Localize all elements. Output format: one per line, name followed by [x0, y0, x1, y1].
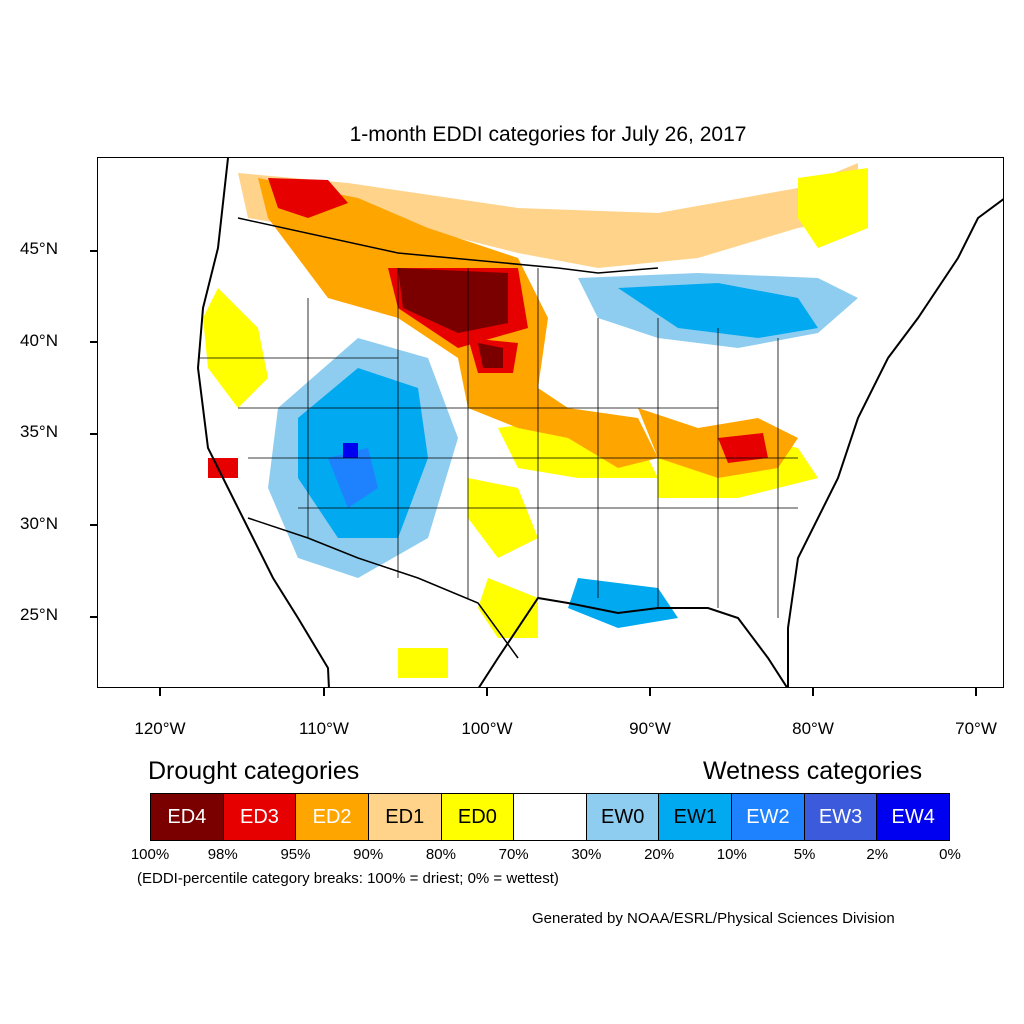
ew1-region-great-lakes: [618, 283, 818, 338]
ed3-region-montana: [268, 178, 348, 218]
lon-label: 100°W: [461, 719, 513, 738]
lon-tick: [812, 688, 814, 696]
state-borders: [198, 268, 798, 618]
legend-box-ed2: ED2: [296, 794, 369, 840]
ed0-region-pacific: [203, 288, 268, 408]
ed0-region-texas: [468, 478, 538, 558]
ed0-region-mexico: [398, 648, 448, 678]
lat-label: 35°N: [20, 422, 58, 441]
legend-box-ew0: EW0: [586, 794, 660, 840]
lon-tick: [486, 688, 488, 696]
ew3-region-southwest: [343, 443, 358, 458]
lon-label: 120°W: [134, 719, 186, 738]
percentile-label: 0%: [939, 846, 961, 863]
drought-heading: Drought categories: [148, 757, 360, 785]
lat-label: 25°N: [20, 605, 58, 624]
lat-tick: [90, 616, 98, 618]
legend-box-ew3: EW3: [804, 794, 878, 840]
percentile-label: 5%: [793, 846, 816, 863]
lon-label: 80°W: [792, 719, 834, 738]
percentile-label: 90%: [353, 846, 384, 863]
legend-box-ed3: ED3: [223, 794, 297, 840]
legend-box-ew4: EW4: [877, 794, 950, 840]
lat-tick: [90, 250, 98, 252]
lon-label: 110°W: [299, 719, 349, 738]
border-us-canada: [237, 217, 659, 274]
ed0-region-northeast: [798, 168, 868, 248]
legend-box-ed0: ED0: [441, 794, 515, 840]
legend-note: (EDDI-percentile category breaks: 100% =…: [137, 870, 559, 887]
lat-tick: [90, 433, 98, 435]
wetness-heading: Wetness categories: [703, 757, 923, 785]
percentile-label: 100%: [130, 846, 170, 863]
eddi-map: [97, 157, 1004, 688]
percentile-label: 2%: [866, 846, 889, 863]
lon-tick: [649, 688, 651, 696]
lat-tick: [90, 341, 98, 343]
lon-label: 90°W: [629, 719, 671, 738]
lon-tick: [159, 688, 161, 696]
ed3-region-appalachia: [718, 433, 768, 463]
border-us-mexico: [247, 517, 519, 659]
legend-box-ed4: ED4: [151, 794, 224, 840]
map-title: 1-month EDDI categories for July 26, 201…: [349, 123, 747, 146]
legend-box-ew2: EW2: [732, 794, 805, 840]
lat-label: 30°N: [20, 514, 58, 533]
lon-label: 70°W: [955, 719, 997, 738]
ed1-region-north: [238, 163, 858, 268]
percentile-label: 98%: [207, 846, 238, 863]
ew2-region-southwest: [328, 448, 378, 508]
credit-text: Generated by NOAA/ESRL/Physical Sciences…: [532, 910, 895, 927]
lat-tick: [90, 524, 98, 526]
percentile-label: 20%: [644, 846, 675, 863]
ed4-region-nebraska: [478, 343, 503, 368]
lon-tick: [323, 688, 325, 696]
lat-label: 45°N: [20, 239, 58, 258]
lat-label: 40°N: [20, 331, 58, 350]
percentile-label: 80%: [425, 846, 456, 863]
lon-tick: [975, 688, 977, 696]
coastline: [196, 158, 1003, 687]
legend-box-ed1: ED1: [368, 794, 442, 840]
percentile-label: 95%: [280, 846, 311, 863]
legend-box-neutral: [514, 794, 587, 840]
percentile-label: 70%: [498, 846, 529, 863]
ed0-region-gulf: [478, 578, 538, 638]
legend-color-bar: ED4 ED3 ED2 ED1 ED0 EW0 EW1 EW2 EW3 EW4: [150, 793, 950, 841]
ed3-region-socal: [208, 458, 238, 478]
ed4-region-dakotas: [398, 268, 508, 333]
percentile-label: 30%: [571, 846, 602, 863]
ew1-region-gulf-coast: [568, 578, 678, 628]
percentile-label: 10%: [716, 846, 747, 863]
eddi-map-svg: [196, 158, 1003, 687]
legend-box-ew1: EW1: [659, 794, 733, 840]
